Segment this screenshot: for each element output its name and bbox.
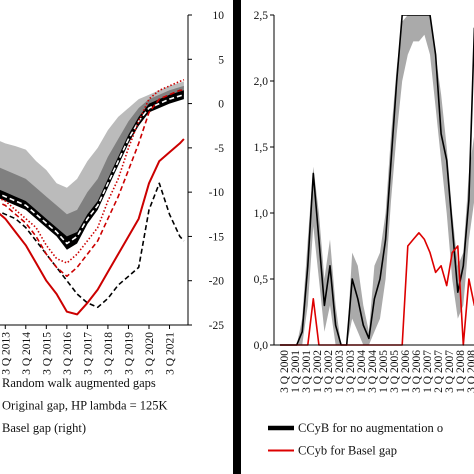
left-band-0 — [0, 81, 184, 224]
left-band-1 — [0, 85, 184, 241]
left-legend-label-2: Basel gap (right) — [2, 421, 86, 435]
left-series-line-3 — [0, 93, 185, 245]
right-band-0 — [280, 15, 474, 345]
left-y-tick-label: 0 — [218, 99, 224, 111]
left-x-axis-ticks: 3 Q 2013 3 Q 2014 3 Q 2015 3 Q 2016 3 Q 2017… — [0, 325, 177, 375]
left-series-line-7 — [0, 138, 185, 316]
left-y-tick-label: -20 — [209, 276, 225, 288]
right-x-tick-label: 1 Q 2007 — [422, 350, 434, 393]
left-y-axis-ticks: 10 5 0 -5 -10 -15 -20 -25 — [188, 10, 224, 332]
right-x-tick-label: 1 Q 2005 — [378, 350, 390, 393]
left-legend: Random walk augmented gaps Original gap, … — [2, 376, 168, 435]
right-x-tick-label: 1 Q 2006 — [400, 350, 412, 393]
right-legend: CCyB for no augmentation o CCyb for Basel… — [268, 421, 443, 458]
right-y-tick-label: 2,5 — [254, 10, 269, 22]
left-legend-label-1: Original gap, HP lambda = 125K — [2, 399, 168, 413]
right-x-tick-label: 3 Q 2002 — [323, 350, 335, 393]
right-y-tick-label: 0,5 — [254, 274, 269, 286]
right-x-tick-label: 3 Q 2001 — [301, 350, 313, 393]
right-x-tick-label: 3 Q 2003 — [345, 350, 357, 393]
right-x-axis-ticks: 3 Q 2000 1 Q 2001 3 Q 2001 1 Q 2002 3 Q 2002… — [279, 350, 474, 393]
left-y-tick-label: -10 — [209, 187, 225, 199]
left-series-line-5 — [0, 89, 184, 278]
left-y-tick-label: -5 — [214, 143, 224, 155]
right-x-tick-label: 3 Q 2004 — [367, 350, 379, 393]
right-chart-panel: 0,00,51,01,52,02,5 3 Q 2000 1 Q 2001 3 Q 2… — [254, 10, 474, 458]
right-x-tick-label: 3 Q 2008 — [466, 350, 474, 393]
right-series-line-1 — [280, 15, 474, 346]
right-x-tick-label: 3 Q 2000 — [279, 350, 291, 393]
right-y-axis-ticks: 0,0 0,5 1,0 1,5 2,0 2,5 — [254, 10, 274, 352]
right-y-tick-label: 1,0 — [254, 208, 269, 220]
left-x-tick-label: 3 Q 2016 — [62, 332, 74, 375]
left-series-group — [0, 78, 185, 316]
left-y-tick-label: 5 — [218, 54, 224, 66]
right-x-tick-label: 1 Q 2004 — [356, 350, 368, 393]
right-x-tick-label: 3 Q 2006 — [411, 350, 423, 393]
right-legend-label-1: CCyb for Basel gap — [298, 444, 397, 458]
left-y-tick-label: -15 — [209, 231, 225, 243]
right-x-tick-label: 2 Q 2007 — [433, 350, 445, 393]
left-x-tick-label: 3 Q 2015 — [41, 332, 53, 375]
right-x-tick-label: 1 Q 2008 — [455, 350, 467, 393]
right-plot-area — [273, 15, 474, 346]
right-series-group — [280, 15, 474, 346]
left-x-tick-label: 3 Q 2017 — [82, 332, 94, 375]
left-y-tick-label: -25 — [209, 320, 225, 332]
right-x-tick-label: 1 Q 2003 — [334, 350, 346, 393]
right-x-tick-label: 1 Q 2002 — [312, 350, 324, 393]
right-y-tick-label: 2,0 — [254, 76, 269, 88]
left-x-tick-label: 3 Q 2018 — [103, 332, 115, 375]
left-y-tick-label: 10 — [213, 10, 225, 22]
left-x-tick-label: 3 Q 2013 — [0, 332, 12, 375]
right-x-tick-label: 3 Q 2005 — [389, 350, 401, 393]
right-legend-label-0: CCyB for no augmentation o — [298, 421, 443, 435]
right-y-tick-label: 1,5 — [254, 142, 269, 154]
right-x-tick-label: 3 Q 2007 — [444, 350, 456, 393]
right-y-tick-label: 0,0 — [254, 340, 269, 352]
panel-divider — [233, 0, 241, 474]
left-x-tick-label: 3 Q 2014 — [21, 332, 33, 375]
left-plot-area — [0, 15, 189, 326]
left-x-tick-label: 3 Q 2021 — [165, 332, 177, 375]
left-x-tick-label: 3 Q 2019 — [123, 332, 135, 375]
left-x-tick-label: 3 Q 2020 — [144, 332, 156, 375]
left-series-line-4 — [0, 182, 185, 309]
right-x-tick-label: 1 Q 2001 — [290, 350, 302, 393]
left-legend-label-0: Random walk augmented gaps — [2, 376, 156, 390]
